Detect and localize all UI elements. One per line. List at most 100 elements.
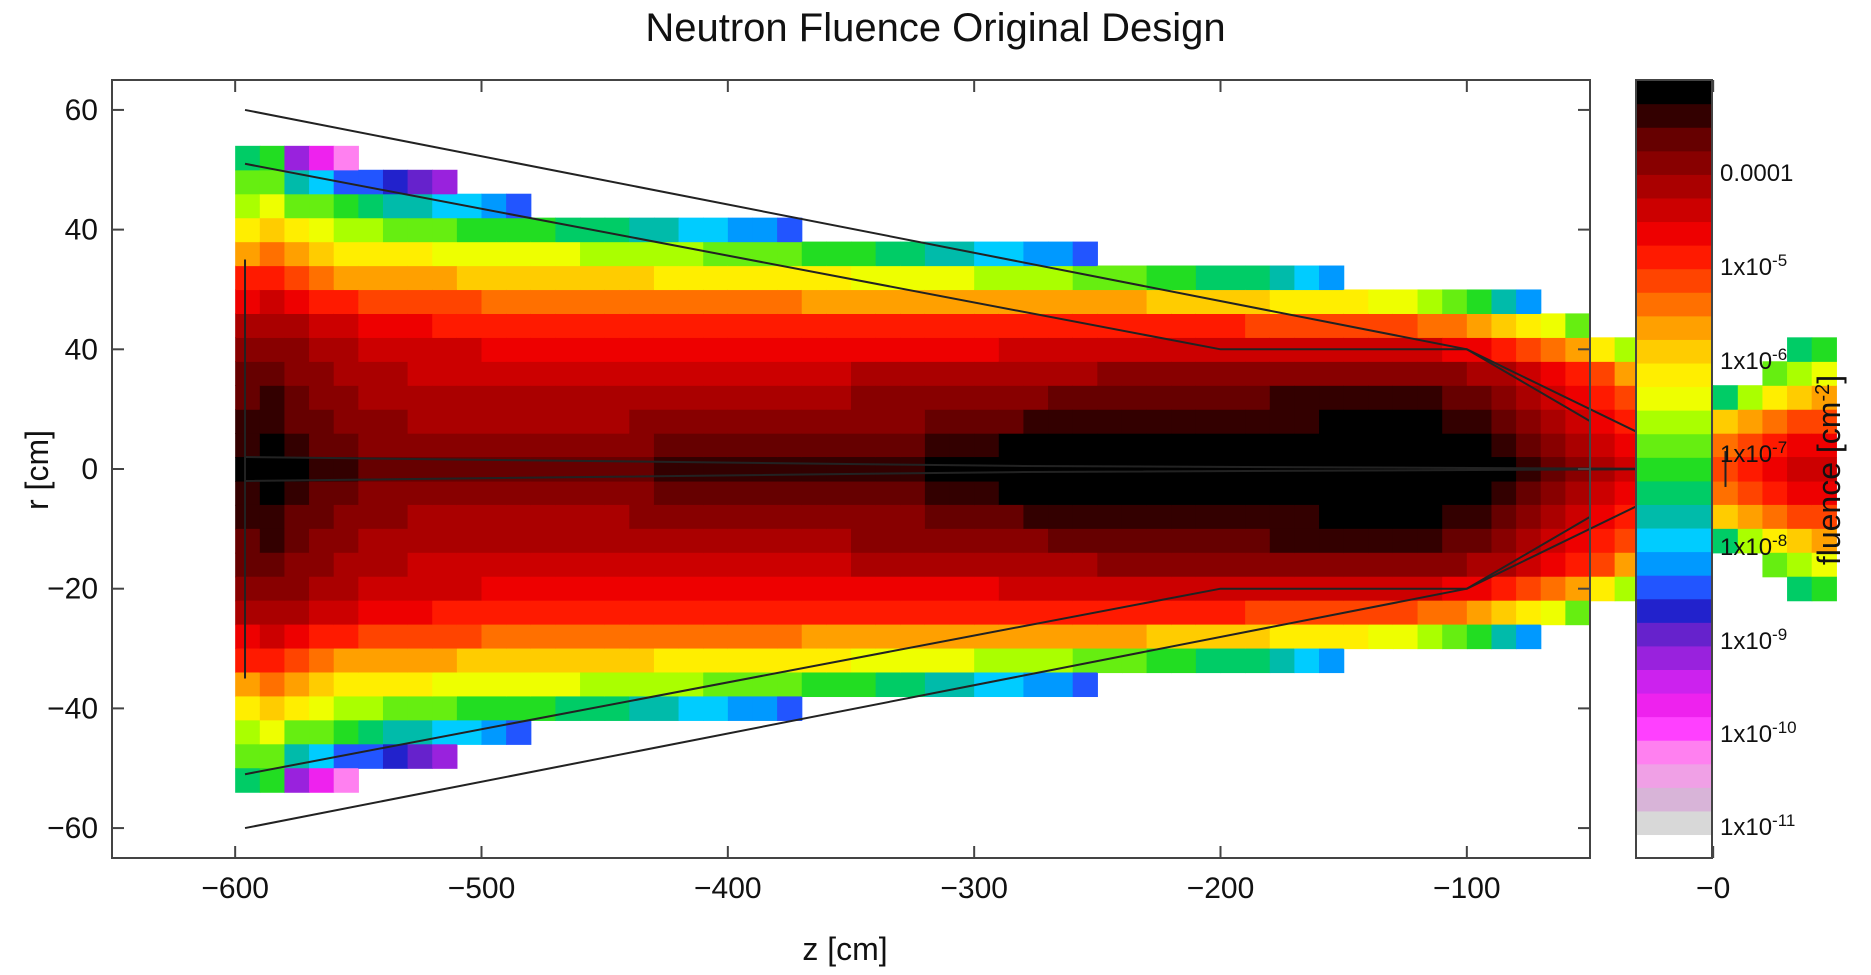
heatmap-cell bbox=[653, 696, 680, 721]
heatmap-cell bbox=[998, 600, 1025, 626]
heatmap-cell bbox=[1195, 385, 1222, 410]
heatmap-cell bbox=[604, 409, 630, 434]
colorbar-swatch bbox=[1636, 716, 1712, 741]
heatmap-cell bbox=[1417, 552, 1443, 578]
heatmap-cell bbox=[900, 648, 926, 674]
heatmap-cell bbox=[284, 361, 310, 386]
heatmap-cell bbox=[1171, 361, 1197, 386]
heatmap-cell bbox=[1072, 409, 1098, 434]
x-tick-label: −500 bbox=[448, 872, 516, 905]
heatmap-cell bbox=[259, 169, 286, 195]
heatmap-cell bbox=[506, 265, 532, 291]
heatmap-cell bbox=[333, 433, 359, 458]
heatmap-cell bbox=[1540, 576, 1566, 602]
heatmap-cell bbox=[259, 576, 286, 602]
heatmap-cell bbox=[1516, 600, 1542, 626]
heatmap-cell bbox=[1368, 385, 1394, 410]
heatmap-cell bbox=[1590, 480, 1616, 506]
heatmap-cell bbox=[1737, 385, 1764, 410]
heatmap-cell bbox=[1245, 504, 1271, 530]
heatmap-cell bbox=[604, 361, 630, 386]
heatmap-cell bbox=[974, 361, 1000, 386]
heatmap-cell bbox=[1590, 433, 1616, 458]
heatmap-cell bbox=[456, 385, 483, 410]
heatmap-cell bbox=[1713, 409, 1739, 434]
heatmap-cell bbox=[1590, 361, 1616, 386]
heatmap-cell bbox=[826, 504, 852, 530]
heatmap-cell bbox=[1269, 433, 1295, 458]
heatmap-cell bbox=[629, 528, 655, 554]
heatmap-cell bbox=[900, 576, 926, 602]
heatmap-cell bbox=[432, 552, 458, 578]
heatmap-cell bbox=[333, 576, 359, 602]
heatmap-cell bbox=[1072, 624, 1098, 650]
heatmap-cell bbox=[974, 433, 1000, 458]
heatmap-cell bbox=[259, 361, 286, 386]
heatmap-cell bbox=[555, 409, 581, 434]
heatmap-cell bbox=[407, 313, 433, 338]
heatmap-cell bbox=[555, 504, 581, 530]
heatmap-cell bbox=[1516, 433, 1542, 458]
heatmap-cell bbox=[1516, 409, 1542, 434]
heatmap-cell bbox=[875, 433, 901, 458]
heatmap-cell bbox=[900, 241, 926, 267]
heatmap-cell bbox=[1491, 480, 1517, 506]
heatmap-cell bbox=[1269, 385, 1295, 410]
heatmap-cell bbox=[727, 552, 754, 578]
heatmap-cell bbox=[752, 480, 778, 506]
heatmap-cell bbox=[284, 457, 310, 482]
heatmap-cell bbox=[309, 504, 335, 530]
heatmap-cell bbox=[1392, 433, 1419, 458]
heatmap-cell bbox=[826, 409, 852, 434]
heatmap-cell bbox=[235, 265, 261, 291]
heatmap-cell bbox=[259, 433, 286, 458]
heatmap-cell bbox=[555, 361, 581, 386]
heatmap-cell bbox=[678, 528, 704, 554]
heatmap-cell bbox=[407, 265, 433, 291]
heatmap-cell bbox=[580, 433, 606, 458]
heatmap-cell bbox=[629, 265, 655, 291]
heatmap-cell bbox=[851, 289, 877, 314]
heatmap-cell bbox=[1146, 504, 1172, 530]
heatmap-cell bbox=[1294, 648, 1320, 674]
heatmap-cell bbox=[506, 576, 532, 602]
heatmap-cell bbox=[851, 624, 877, 650]
heatmap-cell bbox=[703, 576, 729, 602]
heatmap-cell bbox=[309, 265, 335, 291]
heatmap-cell bbox=[456, 361, 483, 386]
heatmap-cell bbox=[1417, 528, 1443, 554]
colorbar-swatch bbox=[1636, 457, 1712, 482]
heatmap-cell bbox=[678, 576, 704, 602]
heatmap-cell bbox=[1368, 361, 1394, 386]
heatmap-cell bbox=[382, 289, 409, 314]
heatmap-cell bbox=[727, 385, 754, 410]
heatmap-cell bbox=[998, 433, 1025, 458]
heatmap-cell bbox=[801, 648, 827, 674]
heatmap-cell bbox=[555, 552, 581, 578]
heatmap-cell bbox=[1442, 409, 1468, 434]
heatmap-cell bbox=[629, 385, 655, 410]
heatmap-cell bbox=[407, 744, 433, 769]
heatmap-cell bbox=[432, 385, 458, 410]
heatmap-cell bbox=[752, 600, 778, 626]
heatmap-cell bbox=[530, 361, 556, 386]
heatmap-cell bbox=[235, 672, 261, 698]
heatmap-cell bbox=[506, 528, 532, 554]
heatmap-cell bbox=[1368, 624, 1394, 650]
heatmap-cell bbox=[555, 337, 581, 362]
heatmap-cell bbox=[1023, 600, 1049, 626]
heatmap-cell bbox=[1195, 265, 1222, 291]
heatmap-cell bbox=[407, 385, 433, 410]
x-tick-label: −400 bbox=[694, 872, 762, 905]
heatmap-cell bbox=[703, 552, 729, 578]
heatmap-cell bbox=[358, 289, 384, 314]
heatmap-cell bbox=[259, 696, 286, 721]
heatmap-cell bbox=[851, 337, 877, 362]
heatmap-cell bbox=[555, 433, 581, 458]
heatmap-cell bbox=[1171, 600, 1197, 626]
heatmap-cell bbox=[1269, 648, 1295, 674]
heatmap-cell bbox=[1048, 385, 1074, 410]
colorbar-tick-label: 1x10-6 bbox=[1720, 345, 1787, 376]
heatmap-cell bbox=[1269, 528, 1295, 554]
heatmap-cell bbox=[752, 576, 778, 602]
